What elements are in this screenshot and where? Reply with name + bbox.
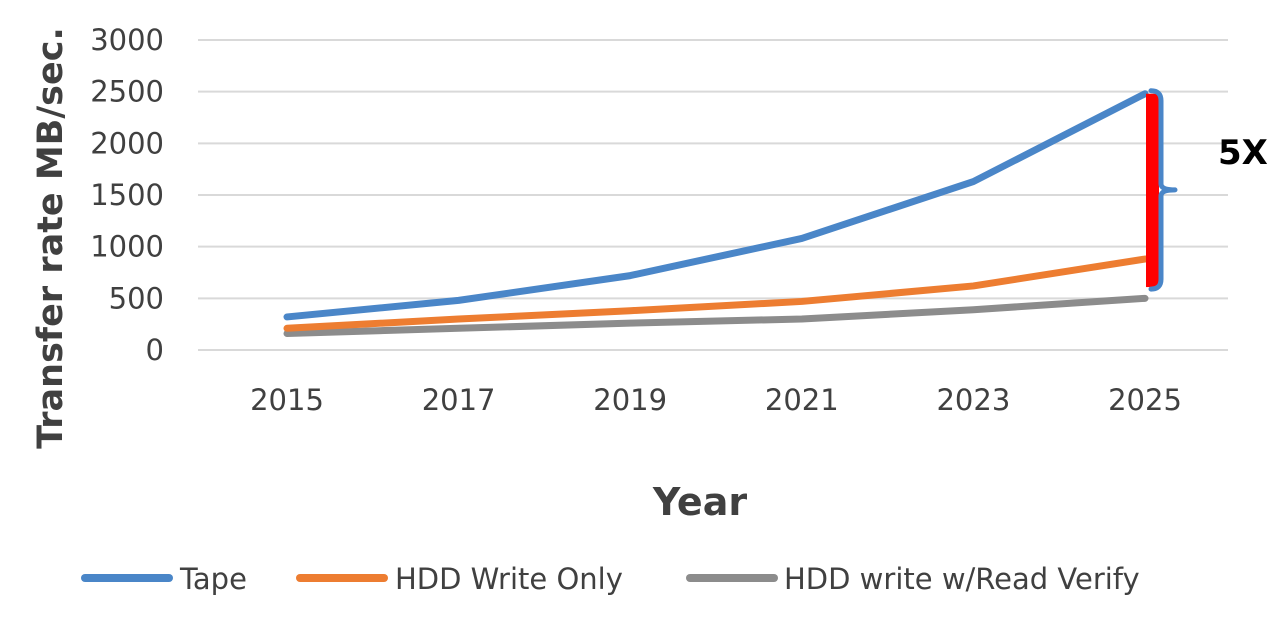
y-tick-label: 1000: [90, 230, 164, 264]
x-tick-label: 2019: [593, 383, 667, 417]
legend: Tape HDD Write Only HDD write w/Read Verif…: [81, 562, 1140, 596]
gridlines: [198, 39, 1228, 351]
y-tick-label: 2000: [90, 126, 164, 160]
y-axis-ticks: 0 500 1000 1500 2000 2500 3000: [90, 23, 164, 367]
series-lines: [283, 90, 1149, 337]
gap-highlight-bar: [1146, 93, 1159, 288]
y-tick-label: 1500: [90, 178, 164, 212]
legend-label: Tape: [179, 562, 247, 596]
legend-label: HDD write w/Read Verify: [784, 562, 1140, 596]
y-tick-label: 0: [146, 333, 164, 367]
y-tick-label: 500: [109, 281, 164, 315]
x-tick-label: 2017: [422, 383, 496, 417]
x-tick-label: 2023: [936, 383, 1010, 417]
gap-brace: [1148, 88, 1178, 292]
series-line: [283, 294, 1149, 337]
x-axis-title: Year: [652, 480, 747, 524]
legend-label: HDD Write Only: [395, 562, 623, 596]
x-axis-ticks: 2015 2017 2019 2021 2023 2025: [250, 383, 1182, 417]
x-tick-label: 2021: [765, 383, 839, 417]
y-axis-title: Transfer rate MB/sec.: [31, 27, 71, 449]
series-line: [283, 90, 1149, 321]
y-tick-label: 2500: [90, 75, 164, 109]
y-tick-label: 3000: [90, 23, 164, 57]
series-line: [283, 255, 1149, 332]
ratio-label: 5X: [1218, 133, 1268, 173]
x-tick-label: 2025: [1108, 383, 1182, 417]
x-tick-label: 2015: [250, 383, 324, 417]
ratio-annotation: 5X: [1146, 88, 1268, 292]
